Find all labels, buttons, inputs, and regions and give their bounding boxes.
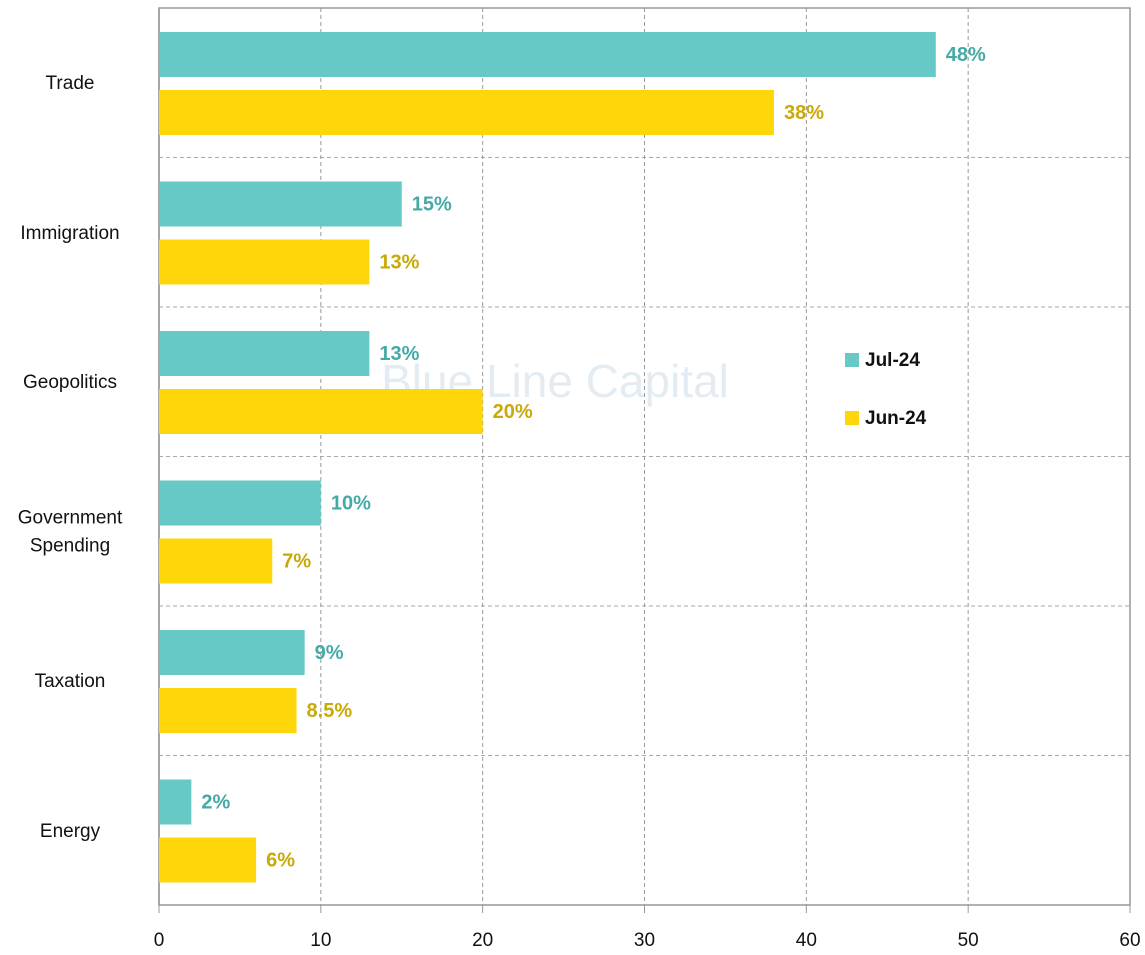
legend-swatch — [845, 353, 859, 367]
bar — [159, 239, 370, 285]
x-tick-label: 40 — [796, 930, 817, 951]
category-label: Taxation — [34, 670, 106, 692]
legend-label: Jun-24 — [865, 408, 927, 429]
x-tick-label: 0 — [154, 930, 165, 951]
x-tick-label: 20 — [472, 930, 493, 951]
category-label: Geopolitics — [23, 371, 117, 393]
value-label: 2% — [201, 791, 230, 813]
value-label: 6% — [266, 849, 295, 871]
x-tick-label: 30 — [634, 930, 655, 951]
bar — [159, 480, 321, 526]
x-tick-label: 50 — [958, 930, 979, 951]
value-label: 48% — [946, 44, 986, 66]
x-tick-label: 60 — [1119, 930, 1140, 951]
bar — [159, 331, 370, 376]
value-label: 8.5% — [307, 700, 353, 722]
value-label: 38% — [784, 102, 824, 124]
category-label: Trade — [45, 72, 95, 94]
bar — [159, 181, 402, 227]
category-label: Immigration — [20, 222, 120, 244]
value-label: 13% — [379, 343, 419, 365]
bar — [159, 688, 297, 733]
category-label: Energy — [39, 820, 101, 842]
bar — [159, 630, 305, 675]
bar — [159, 389, 483, 434]
category-label: Government Spending — [17, 507, 123, 557]
bar — [159, 90, 774, 135]
bar — [159, 837, 257, 883]
bar — [159, 32, 936, 77]
value-label: 15% — [412, 193, 452, 215]
value-label: 9% — [315, 642, 344, 664]
value-label: 13% — [379, 251, 419, 273]
x-tick-label: 10 — [310, 930, 331, 951]
value-label: 10% — [331, 492, 371, 514]
bar — [159, 538, 273, 584]
bar — [159, 779, 192, 825]
legend-label: Jul-24 — [865, 350, 920, 371]
value-label: 7% — [282, 550, 311, 572]
value-label: 20% — [493, 401, 533, 423]
legend-swatch — [845, 411, 859, 425]
